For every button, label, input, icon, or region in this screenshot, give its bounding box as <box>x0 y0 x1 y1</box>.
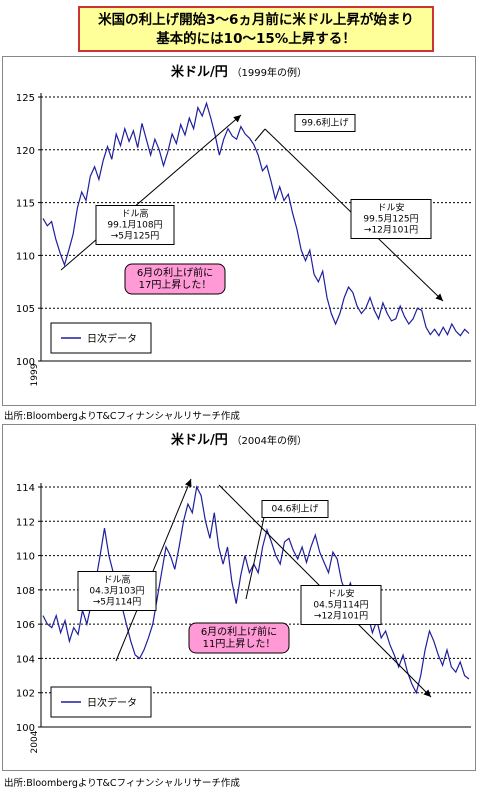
callout-text: →12月101円 <box>314 611 368 622</box>
callout-text: 04.6利上げ <box>271 503 318 515</box>
x-tick-label: 1999 <box>30 363 40 386</box>
headline-banner: 米国の利上げ開始3～6ヵ月前に米ドル上昇が始まり 基本的には10～15%上昇する… <box>78 6 434 52</box>
y-tick-label: 120 <box>16 146 35 157</box>
callout-text: 99.5月125円 <box>363 214 418 225</box>
y-tick-label: 110 <box>16 552 35 563</box>
callout-box <box>77 571 157 611</box>
callout-text: ドル高 <box>121 208 148 220</box>
y-tick-label: 100 <box>16 723 35 734</box>
callout-text: 04.5月114円 <box>313 600 368 611</box>
y-tick-label: 104 <box>16 654 35 665</box>
chart-subtitle-text: （2004年の例） <box>231 436 308 447</box>
annotation-callout: 99.6利上げ <box>294 114 356 132</box>
series-line <box>42 101 470 337</box>
y-tick-label: 102 <box>16 689 35 700</box>
callout-text: →5月125円 <box>111 231 159 242</box>
callout-box <box>350 199 432 239</box>
callout-text: ドル安 <box>327 588 354 600</box>
legend-label: 日次データ <box>87 696 137 709</box>
y-tick-label: 112 <box>16 517 35 528</box>
rate-hike-pointer <box>254 128 266 142</box>
headline-line-2: 基本的には10～15%上昇する！ <box>156 31 356 47</box>
x-tick-label: 2004 <box>30 730 40 753</box>
chart-title-text: 米ドル/円 <box>170 65 228 80</box>
fall-arrow-head <box>435 293 443 301</box>
y-tick-label: 125 <box>16 93 35 104</box>
y-tick-label: 106 <box>16 620 35 631</box>
callout-text: 99.1月108円 <box>107 220 162 231</box>
legend-label: 日次データ <box>87 332 137 345</box>
callout-text: →5月114円 <box>93 597 141 608</box>
y-tick-label: 100 <box>16 357 35 368</box>
callout-text: 6月の利上げ前に <box>137 266 213 279</box>
y-tick-label: 114 <box>16 483 35 494</box>
callout-text: 99.6利上げ <box>301 117 348 129</box>
rise-arrow <box>115 478 192 662</box>
callout-box <box>294 114 356 132</box>
callout-text: 6月の利上げ前に <box>201 625 277 638</box>
callout-text: 11円上昇した！ <box>203 638 276 650</box>
chart-panel-2004: 米ドル/円 （2004年の例） 100 102 104 106 108 110 112 114… <box>2 424 476 771</box>
source-note-2: 出所:BloombergよりT&Cフィナンシャルリサーチ作成 <box>4 778 240 789</box>
callout-box <box>95 205 175 245</box>
chart-subtitle-text: （1999年の例） <box>231 68 308 79</box>
callout-box <box>124 263 226 295</box>
chart-title-2004: 米ドル/円 （2004年の例） <box>3 429 475 448</box>
y-tick-label: 115 <box>16 199 35 210</box>
line-chart-1999: 1001051101151201251999日次データ99.6利上げドル高99.… <box>16 93 471 386</box>
callout-box <box>300 585 382 625</box>
line-chart-2004: 100 102 104 106 108 110 112 114 2004 日次データ 04.6利上げ… <box>16 478 471 753</box>
callout-text: 04.3月103円 <box>89 586 144 597</box>
rise-arrow-head <box>233 115 241 123</box>
callout-box <box>261 500 329 518</box>
rate-hike-pointer <box>245 512 266 600</box>
y-tick-label: 108 <box>16 586 35 597</box>
source-note-1: 出所:BloombergよりT&Cフィナンシャルリサーチ作成 <box>4 411 240 422</box>
callout-text: ドル高 <box>103 574 130 586</box>
headline-line-1: 米国の利上げ開始3～6ヵ月前に米ドル上昇が始まり <box>98 12 414 28</box>
chart-panel-1999: 米ドル/円 （1999年の例） 100 105 110 115 120 125 1999 日次… <box>2 56 476 406</box>
callout-text: 17円上昇した！ <box>139 279 212 291</box>
callout-text: ドル安 <box>377 202 404 214</box>
rise-arrow <box>60 114 242 271</box>
callout-text: →12月101円 <box>364 225 418 236</box>
chart-title-text: 米ドル/円 <box>170 433 228 448</box>
rise-arrow-head <box>185 479 192 487</box>
y-tick-label: 110 <box>16 251 35 262</box>
annotation-callout: 04.6利上げ <box>261 500 329 518</box>
fall-arrow-head <box>423 689 431 697</box>
chart-title-1999: 米ドル/円 （1999年の例） <box>3 61 475 80</box>
y-tick-label: 105 <box>16 304 35 315</box>
callout-box <box>188 622 290 654</box>
